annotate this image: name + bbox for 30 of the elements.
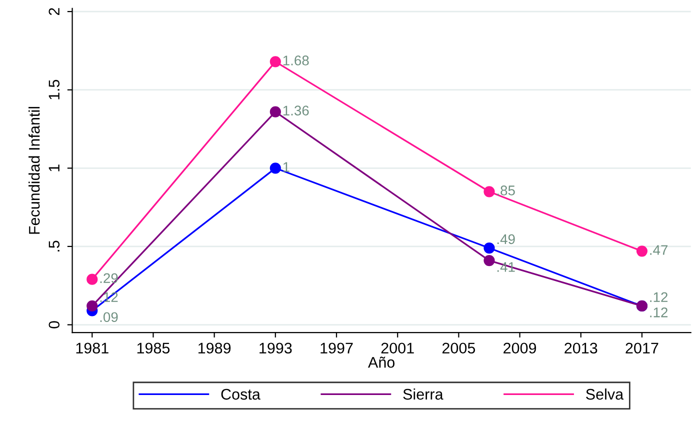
x-tick-label: 2017 <box>626 342 658 354</box>
data-label: .47 <box>650 245 668 255</box>
x-tick-label: 2005 <box>442 342 476 354</box>
y-tick-label: .5 <box>48 240 60 252</box>
data-label: .49 <box>497 234 515 244</box>
data-label: .09 <box>100 312 118 322</box>
y-tick-label: 1.5 <box>48 80 60 100</box>
y-tick-label: 0 <box>48 321 60 328</box>
legend-label: Costa <box>221 388 260 400</box>
data-label: .29 <box>100 273 118 284</box>
data-label: 1.36 <box>283 106 309 116</box>
data-label: .85 <box>497 186 515 196</box>
x-tick-label: 1989 <box>198 342 231 354</box>
x-tick-label: 2013 <box>564 342 598 354</box>
y-tick-label: 2 <box>48 8 60 16</box>
legend-label: Sierra <box>403 388 444 400</box>
x-tick-label: 1981 <box>76 342 108 354</box>
x-tick-label: 2001 <box>381 342 414 354</box>
x-axis-title: Año <box>368 356 395 368</box>
x-tick-label: 1993 <box>260 342 292 354</box>
data-label: 1.68 <box>283 56 309 66</box>
y-axis-title: Fecundidad Infantil <box>28 106 40 234</box>
x-tick-label: 1985 <box>137 342 170 354</box>
data-label: 1 <box>283 162 290 172</box>
x-tick-label: 1997 <box>320 342 353 354</box>
data-label: .12 <box>650 292 668 302</box>
y-tick-label: 1 <box>48 164 60 172</box>
data-label: .12 <box>650 308 668 318</box>
legend-label: Selva <box>586 388 624 400</box>
x-tick-label: 2009 <box>504 342 536 354</box>
